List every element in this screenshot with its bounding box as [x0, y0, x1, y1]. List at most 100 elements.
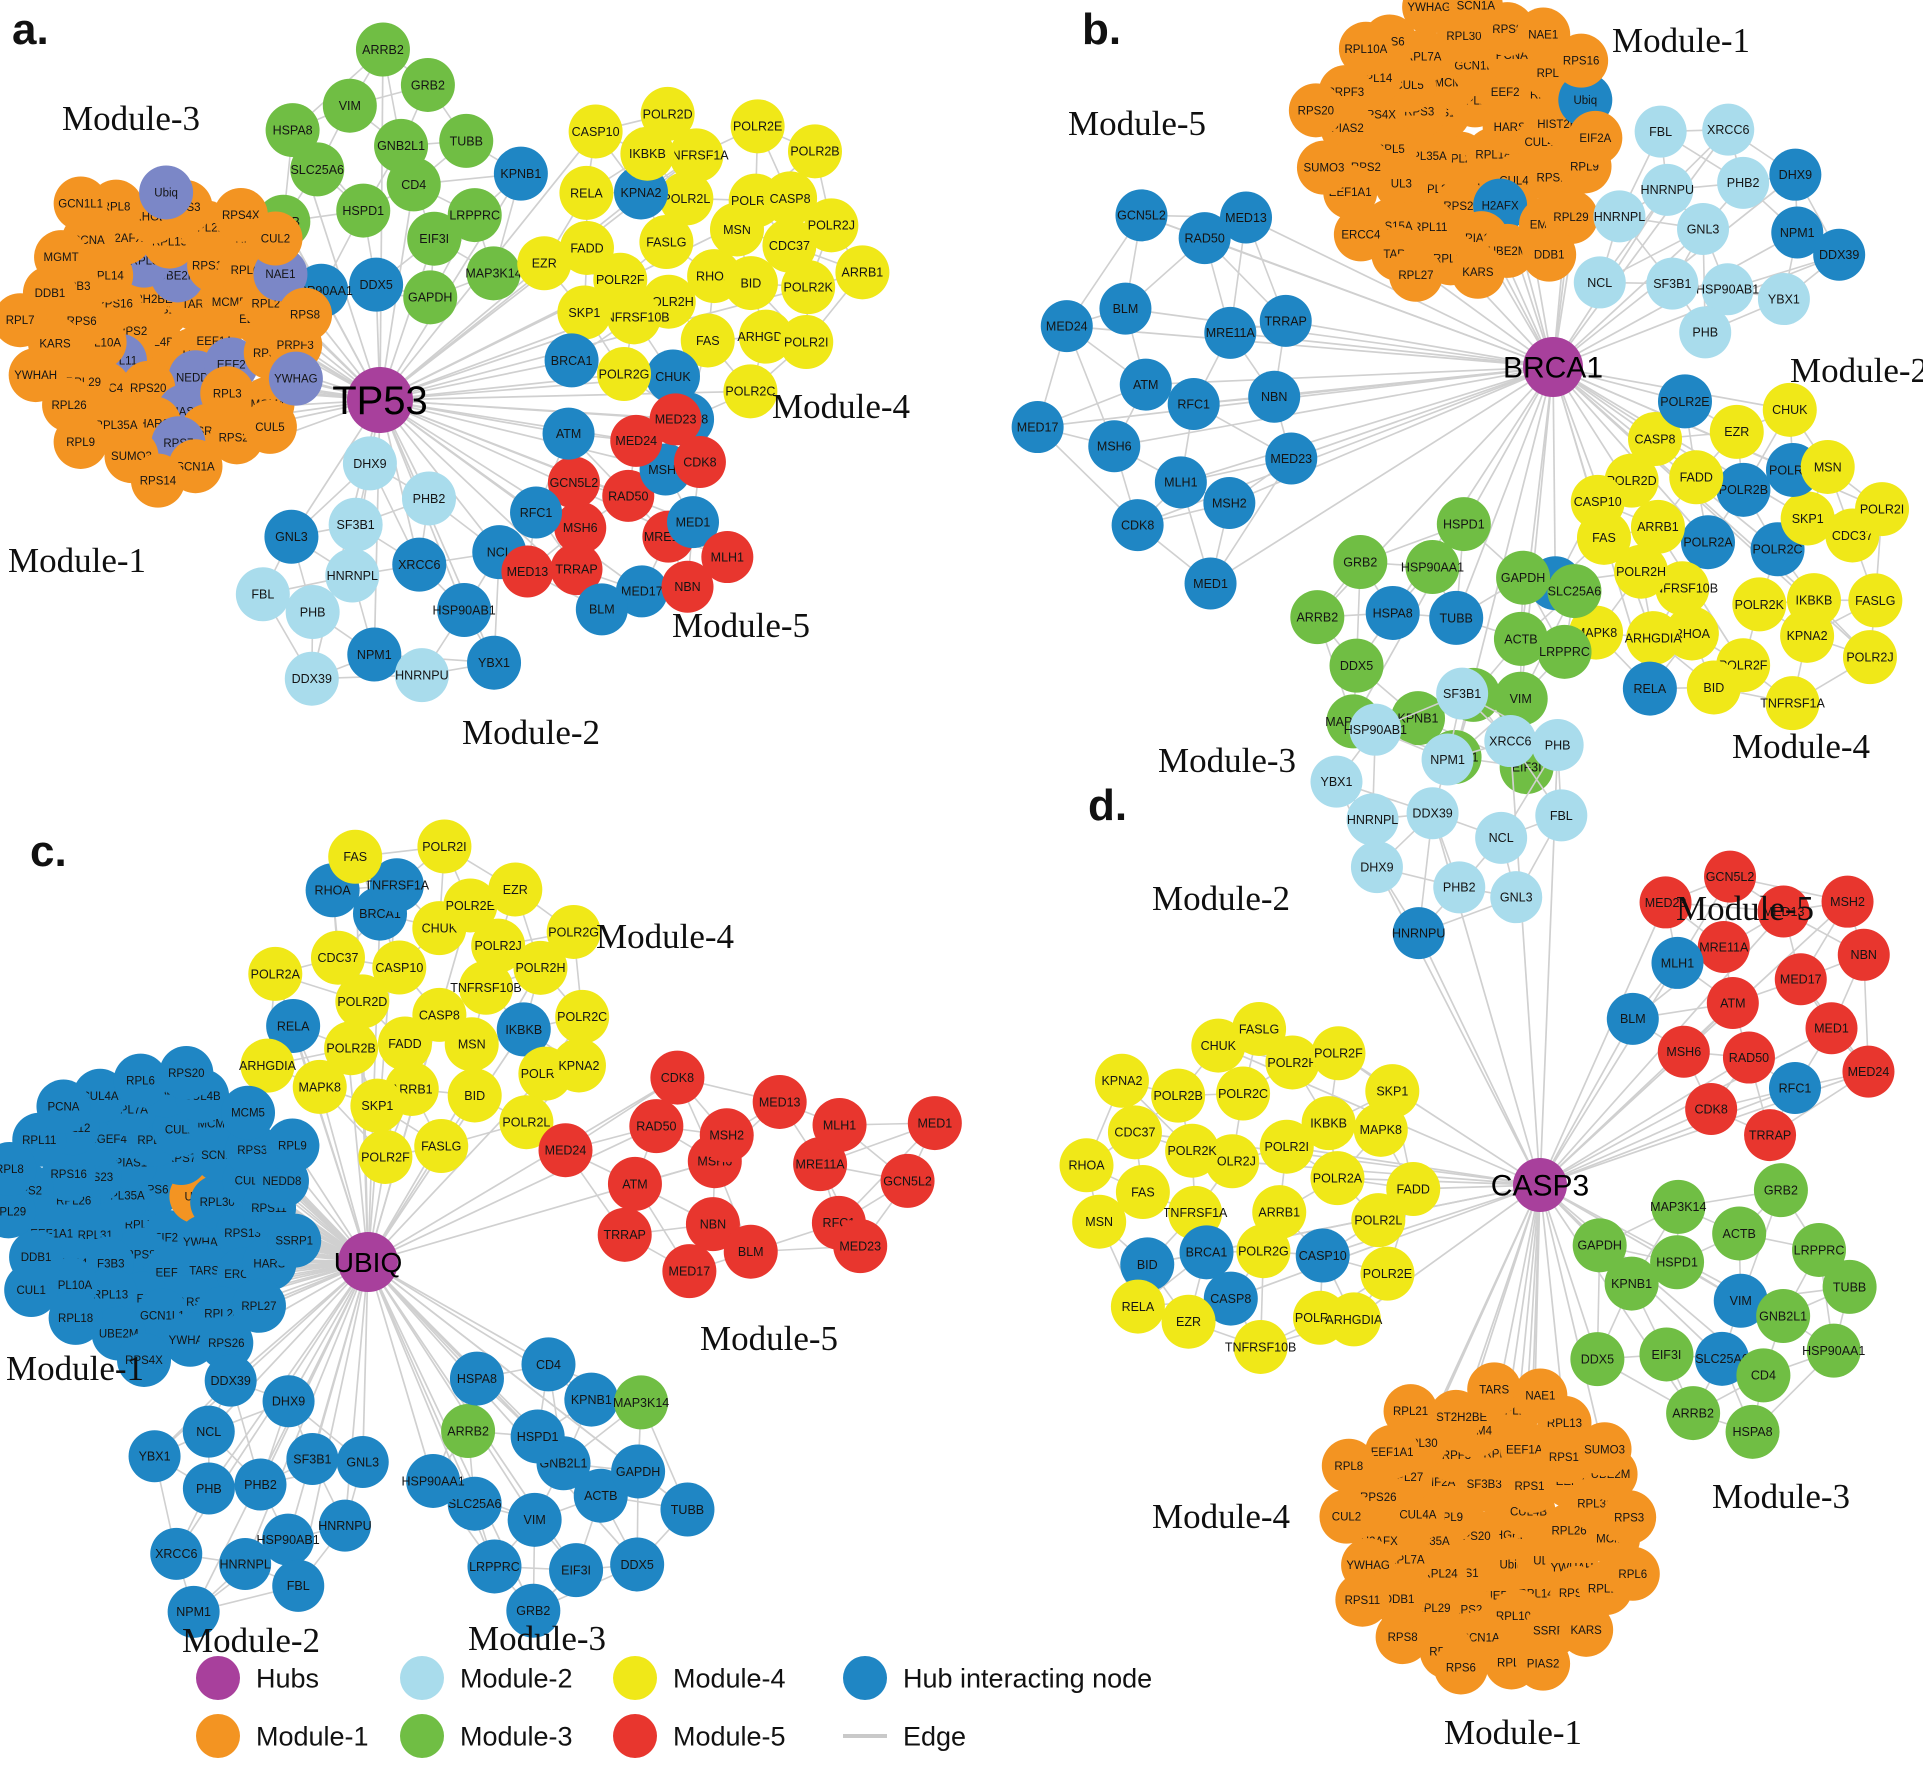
node-circle-ikbkb[interactable] — [620, 126, 675, 181]
node-circle-chuk[interactable] — [1191, 1018, 1246, 1073]
node-circle-fbl[interactable] — [235, 567, 290, 622]
node-circle-med17[interactable] — [1774, 953, 1827, 1006]
node-map3k14[interactable]: MAP3K14 — [465, 246, 522, 301]
node-rps14[interactable]: RPS14 — [130, 453, 185, 508]
node-gapdh[interactable]: GAPDH — [1572, 1218, 1627, 1273]
node-med1[interactable]: MED1 — [907, 1096, 962, 1151]
node-hspa8[interactable]: HSPA8 — [1365, 585, 1420, 640]
node-rps4x[interactable]: RPS4X — [117, 1332, 172, 1387]
node-circle-kpna2[interactable] — [1780, 608, 1835, 663]
node-circle-gapdh[interactable] — [1496, 550, 1551, 605]
node-polr2c[interactable]: POLR2C — [723, 364, 778, 419]
node-polr2h[interactable]: POLR2H — [513, 940, 568, 995]
node-circle-atm[interactable] — [542, 407, 595, 460]
node-rhoa[interactable]: RHOA — [1059, 1138, 1114, 1193]
node-circle-med23[interactable] — [649, 393, 702, 446]
node-circle-polr2l[interactable] — [499, 1095, 554, 1150]
node-circle-atm[interactable] — [1706, 977, 1759, 1030]
node-circle-arrb2[interactable] — [355, 22, 410, 77]
node-circle-med17[interactable] — [615, 565, 668, 618]
node-circle-gapdh[interactable] — [611, 1444, 666, 1499]
node-circle-polr2b[interactable] — [1716, 462, 1771, 517]
node-circle-polr2i[interactable] — [1259, 1119, 1314, 1174]
node-circle-ddx39[interactable] — [1406, 787, 1459, 840]
node-rela[interactable]: RELA — [559, 165, 614, 220]
node-brca1[interactable]: BRCA1 — [544, 333, 599, 388]
node-ddx5[interactable]: DDX5 — [349, 257, 404, 312]
node-circle-lrpprc[interactable] — [1537, 624, 1592, 679]
node-circle-mapk8[interactable] — [292, 1059, 347, 1114]
node-circle-rps20[interactable] — [159, 1045, 214, 1100]
node-circle-cdk8[interactable] — [650, 1050, 705, 1105]
node-circle-med24[interactable] — [1842, 1045, 1895, 1098]
node-circle-tnfrsf1a[interactable] — [369, 858, 424, 913]
node-circle-actb[interactable] — [1712, 1206, 1767, 1261]
node-circle-gnl3[interactable] — [1490, 871, 1543, 924]
node-circle-mlh1[interactable] — [812, 1098, 867, 1153]
node-tnfrsf10b[interactable]: TNFRSF10B — [598, 290, 670, 345]
node-circle-arrb2[interactable] — [1290, 590, 1345, 645]
node-xrcc6[interactable]: XRCC6 — [150, 1527, 203, 1580]
node-circle-tubb[interactable] — [1429, 590, 1484, 645]
node-circle-dhx9[interactable] — [262, 1375, 315, 1428]
node-arrb2[interactable]: ARRB2 — [355, 22, 410, 77]
node-circle-rps11[interactable] — [1335, 1572, 1390, 1627]
node-circle-blm[interactable] — [723, 1224, 778, 1279]
node-mre11a[interactable]: MRE11A — [1697, 920, 1750, 973]
node-fas[interactable]: FAS — [1115, 1165, 1170, 1220]
node-circle-kpnb1[interactable] — [1391, 691, 1446, 746]
node-nae1[interactable]: NAE1 — [1516, 7, 1571, 62]
hub-node-ubiq[interactable]: UBIQ — [334, 1232, 402, 1292]
node-circle-hspa8[interactable] — [449, 1351, 504, 1406]
node-circle-polr2h[interactable] — [1265, 1035, 1320, 1090]
node-circle-npm1[interactable] — [167, 1585, 220, 1638]
node-circle-sf3b1[interactable] — [1646, 257, 1699, 310]
node-circle-polr2b[interactable] — [324, 1021, 379, 1076]
node-circle-msh6[interactable] — [554, 501, 607, 554]
node-polr2b[interactable]: POLR2B — [787, 124, 842, 179]
node-gnl3[interactable]: GNL3 — [1677, 202, 1730, 255]
node-chuk[interactable]: CHUK — [1191, 1018, 1246, 1073]
node-mre11a[interactable]: MRE11A — [1204, 306, 1257, 359]
node-circle-gnl3[interactable] — [264, 509, 319, 564]
node-sf3b1[interactable]: SF3B1 — [286, 1432, 339, 1485]
node-circle-casp10[interactable] — [1295, 1228, 1350, 1283]
node-gapdh[interactable]: GAPDH — [611, 1444, 666, 1499]
node-circle-ddx5[interactable] — [349, 257, 404, 312]
node-ddx5[interactable]: DDX5 — [1329, 638, 1384, 693]
node-casp8[interactable]: CASP8 — [1203, 1271, 1258, 1326]
node-msh2[interactable]: MSH2 — [1821, 875, 1874, 928]
node-circle-rhoa[interactable] — [1059, 1138, 1114, 1193]
node-trrap[interactable]: TRRAP — [1259, 294, 1312, 347]
node-hsp90ab1[interactable]: HSP90AB1 — [1344, 703, 1407, 756]
node-circle-rad50[interactable] — [1722, 1031, 1775, 1084]
node-circle-hsp90aa1[interactable] — [406, 1453, 461, 1508]
node-rpl29[interactable]: RPL29 — [0, 1184, 36, 1239]
node-circle-rfc1[interactable] — [1167, 378, 1220, 431]
node-circle-hnrnpu[interactable] — [318, 1499, 371, 1552]
node-circle-polr2h[interactable] — [513, 940, 568, 995]
node-rps11[interactable]: RPS11 — [1335, 1572, 1390, 1627]
node-circle-hspa8[interactable] — [265, 103, 320, 158]
node-mlh1[interactable]: MLH1 — [1651, 936, 1704, 989]
node-circle-phb2[interactable] — [234, 1458, 287, 1511]
node-circle-fas[interactable] — [1115, 1165, 1170, 1220]
node-atm[interactable]: ATM — [607, 1156, 662, 1211]
node-circle-vim[interactable] — [507, 1492, 562, 1547]
node-circle-med1[interactable] — [1184, 557, 1237, 610]
node-hspd1[interactable]: HSPD1 — [510, 1409, 565, 1464]
node-circle-mre11a[interactable] — [1697, 920, 1750, 973]
node-faslg[interactable]: FASLG — [414, 1119, 469, 1174]
node-circle-cul5[interactable] — [242, 399, 297, 454]
hub-node-casp3[interactable]: CASP3 — [1491, 1158, 1589, 1212]
node-circle-rela[interactable] — [559, 165, 614, 220]
node-rpl8[interactable]: RPL8 — [0, 1142, 37, 1197]
node-polr2l[interactable]: POLR2L — [659, 171, 714, 226]
node-med13[interactable]: MED13 — [1220, 191, 1273, 244]
node-circle-nbn[interactable] — [1248, 370, 1301, 423]
node-circle-phb2[interactable] — [1433, 861, 1486, 914]
node-dhx9[interactable]: DHX9 — [1350, 841, 1403, 894]
node-circle-faslg[interactable] — [639, 215, 694, 270]
node-casp8[interactable]: CASP8 — [763, 171, 818, 226]
node-rela[interactable]: RELA — [1110, 1279, 1165, 1334]
